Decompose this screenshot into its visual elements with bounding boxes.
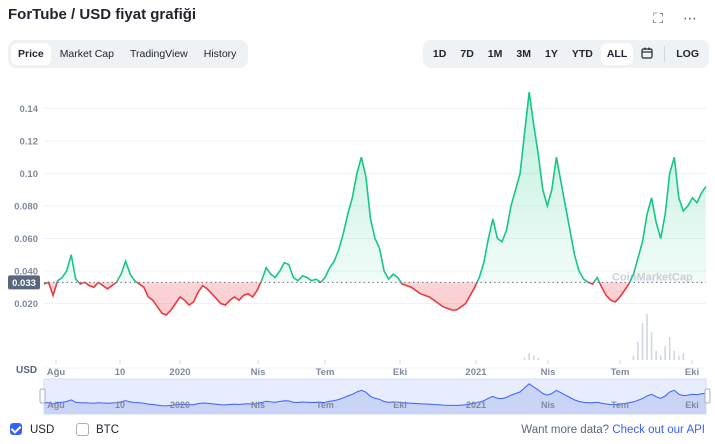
volume-bar <box>523 357 526 360</box>
range-7d[interactable]: 7D <box>460 48 474 60</box>
more-dots-icon[interactable]: ⋯ <box>683 10 697 26</box>
btc-label: BTC <box>96 424 119 436</box>
navigator-tick-label: Ağu <box>47 400 65 410</box>
navigator-tick-label: Nis <box>251 400 265 410</box>
range-3m[interactable]: 3M <box>516 48 531 60</box>
area-above-baseline <box>44 92 706 283</box>
tab-history[interactable]: History <box>203 48 237 60</box>
fullscreen-icon[interactable]: ⛶ <box>653 10 663 26</box>
header-actions: ⛶ ⋯ <box>653 10 697 27</box>
range-1m[interactable]: 1M <box>487 48 503 60</box>
volume-bar <box>650 332 653 360</box>
calendar-icon[interactable] <box>635 42 659 67</box>
navigator-tick-label: Tem <box>611 400 629 410</box>
chart-lines <box>43 91 707 316</box>
y-tick-label: 0.12 <box>20 136 39 147</box>
x-tick-label: Nis <box>541 367 556 378</box>
tab-tradingview[interactable]: TradingView <box>129 48 188 60</box>
x-tick-label: Ağu <box>47 367 66 378</box>
chart-areas <box>44 92 706 315</box>
usd-label: USD <box>30 424 55 436</box>
log-toggle[interactable]: LOG <box>676 48 699 60</box>
navigator-tick-label: Eki <box>685 400 699 410</box>
btc-checkbox[interactable] <box>76 423 89 436</box>
navigator-tick-label: Eki <box>393 400 407 410</box>
tab-price[interactable]: Price <box>11 43 51 65</box>
volume-bar <box>673 350 676 360</box>
navigator-line <box>43 383 707 407</box>
x-tick-label: Tem <box>316 367 335 378</box>
x-tick-label: 10 <box>115 367 126 378</box>
volume-bar <box>632 355 635 360</box>
chart-tabs: Price Market Cap TradingView History <box>8 40 249 68</box>
range-all[interactable]: ALL <box>600 43 634 65</box>
volume-bar <box>532 355 535 360</box>
navigator-tick-label: Nis <box>541 400 555 410</box>
x-tick-label: 2020 <box>169 367 190 378</box>
volume-bar <box>646 314 648 360</box>
x-tick-label: Tem <box>611 367 630 378</box>
volume-bar <box>659 355 662 360</box>
api-promo: Want more data? Check out our API <box>521 424 705 436</box>
y-tick-label: 0.040 <box>14 266 38 277</box>
range-ytd[interactable]: YTD <box>571 48 593 60</box>
volume-bar <box>641 323 644 360</box>
x-tick-label: Eki <box>393 367 407 378</box>
baseline-label-bg <box>8 275 40 290</box>
volume-bar <box>655 350 657 360</box>
volume-bar <box>668 337 671 360</box>
navigator-area <box>44 383 706 414</box>
usd-checkbox[interactable] <box>10 423 22 435</box>
volume-bar <box>528 353 530 360</box>
navigator-tick-label: 2020 <box>170 400 190 410</box>
navigator-handle-right[interactable] <box>704 388 711 404</box>
volume-bars <box>523 314 685 360</box>
y-axis: 0.020 0.040 0.060 0.080 0.10 0.12 0.14 <box>14 104 38 310</box>
price-line-down <box>43 282 631 316</box>
range-divider <box>664 46 666 62</box>
y-tick-label: 0.020 <box>14 299 38 310</box>
navigator[interactable]: Ağu 10 2020 Nis Tem Eki 2021 Nis Tem Eki <box>39 378 711 415</box>
price-line-up <box>46 91 707 283</box>
volume-bar <box>537 357 540 360</box>
x-tick-label: Eki <box>685 367 699 378</box>
navigator-tick-label: 10 <box>115 400 125 410</box>
volume-bar <box>637 341 639 360</box>
range-1y[interactable]: 1Y <box>544 48 558 60</box>
range-selector: 1D 7D 1M 3M 1Y YTD ALL LOG <box>422 40 709 68</box>
page-title: ForTube / USD fiyat grafiği <box>8 6 197 23</box>
tab-market-cap[interactable]: Market Cap <box>59 48 114 60</box>
volume-bar <box>664 346 666 360</box>
volume-bar <box>682 353 685 360</box>
baseline-label: 0.033 <box>8 275 40 290</box>
api-link[interactable]: Check out our API <box>612 424 705 436</box>
area-below-baseline <box>44 282 630 315</box>
navigator-tick-label: 2021 <box>466 400 486 410</box>
range-1d[interactable]: 1D <box>432 48 447 60</box>
footer: USD BTC Want more data? Check out our AP… <box>0 421 715 441</box>
navigator-tick-label: Tem <box>316 400 334 410</box>
volume-bar <box>677 355 680 360</box>
price-chart[interactable]: 0.020 0.040 0.060 0.080 0.10 0.12 0.14 CoinMar… <box>0 78 715 418</box>
x-tick-label: 2021 <box>465 367 487 378</box>
navigator-handle-left[interactable] <box>39 388 46 404</box>
y-tick-label: 0.10 <box>20 169 39 180</box>
watermark-text: CoinMarketCap <box>612 271 693 283</box>
y-tick-label: 0.14 <box>20 104 39 115</box>
x-tick-label: Nis <box>251 367 266 378</box>
api-text: Want more data? <box>521 424 610 436</box>
y-tick-label: 0.060 <box>14 234 38 245</box>
x-axis: Ağu 10 2020 Nis Tem Eki 2021 Nis Tem Eki <box>47 360 699 378</box>
y-tick-label: 0.080 <box>14 201 38 212</box>
volume-currency-label: USD <box>16 365 37 376</box>
baseline-label-text: 0.033 <box>12 278 36 289</box>
